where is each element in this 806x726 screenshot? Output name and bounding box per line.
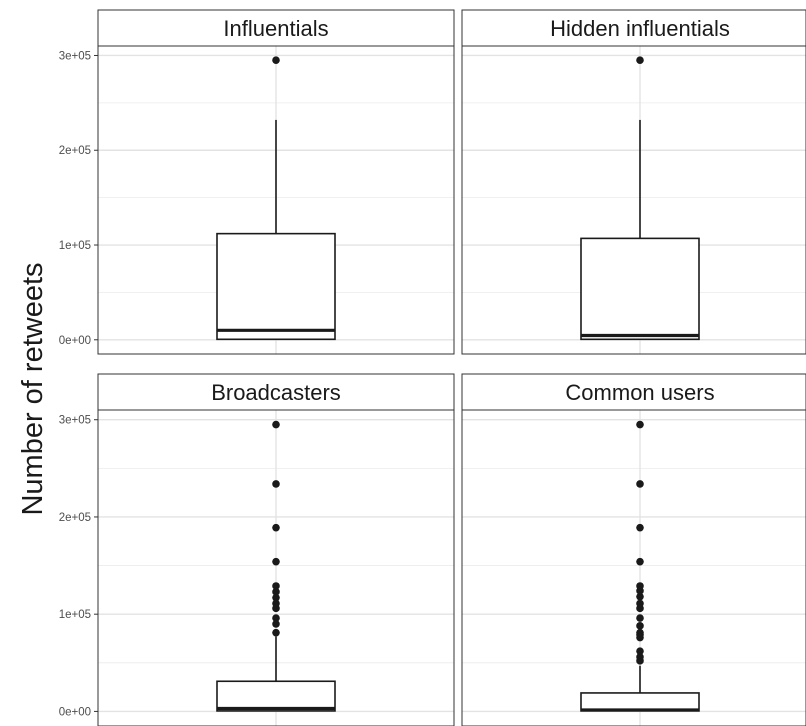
outlier-point: [636, 523, 644, 532]
iqr-box: [216, 232, 336, 341]
outlier-point: [272, 628, 280, 637]
outlier-point: [636, 582, 644, 590]
y-tick-label: 1e+05: [59, 240, 91, 252]
outlier-point: [272, 593, 280, 602]
facet-title: Broadcasters: [211, 380, 341, 405]
y-tick-label: 2e+05: [59, 145, 91, 157]
outlier-point: [636, 622, 644, 630]
iqr-box: [580, 237, 700, 341]
outlier-point: [636, 599, 644, 608]
outlier-point: [272, 557, 280, 566]
facet-title: Common users: [565, 380, 714, 405]
y-tick-label: 0e+00: [59, 335, 91, 347]
facet-panel: Hidden influentials: [461, 9, 806, 355]
facet-panel: Influentials 0e+00 1e+05 2e+05 3e+05: [59, 9, 455, 355]
iqr-box: [580, 692, 700, 712]
outlier-point: [636, 614, 644, 622]
panel-border: [97, 409, 455, 726]
y-tick-label: 2e+05: [59, 512, 91, 524]
plot-area: [462, 46, 806, 354]
panel-border: [461, 45, 806, 355]
facet-title: Hidden influentials: [550, 16, 730, 41]
facet-panels: Influentials 0e+00 1e+05 2e+05 3e+05 Hidden i…: [59, 9, 806, 726]
facet-strip: [97, 9, 455, 47]
outlier-point: [272, 620, 280, 628]
y-tick-label: 3e+05: [59, 415, 91, 427]
y-tick-label: 3e+05: [59, 50, 91, 62]
outlier-point: [272, 56, 280, 65]
outlier-point: [636, 480, 644, 488]
outlier-point: [636, 628, 644, 637]
facet-strip: [461, 373, 806, 411]
outlier-point: [272, 480, 280, 488]
facet-panel: Broadcasters 0e+00 1e+05 2e+05 3e+05: [59, 373, 455, 726]
plot-area: [98, 410, 454, 726]
outlier-point: [636, 653, 644, 661]
outlier-point: [272, 588, 280, 596]
plot-area: [462, 410, 806, 726]
outlier-point: [272, 523, 280, 532]
outlier-point: [636, 592, 644, 601]
outlier-point: [636, 420, 644, 429]
panel-border: [97, 45, 455, 355]
outlier-point: [272, 614, 280, 622]
outlier-point: [272, 420, 280, 429]
outlier-point: [272, 599, 280, 608]
outlier-point: [636, 56, 644, 65]
facet-panel: Common users: [461, 373, 806, 726]
plot-area: [98, 46, 454, 354]
panel-border: [461, 409, 806, 726]
y-tick-label: 0e+00: [59, 706, 91, 718]
facet-title: Influentials: [223, 16, 328, 41]
outlier-point: [636, 557, 644, 566]
outlier-point: [272, 582, 280, 590]
y-axis-title: Number of retweets: [17, 262, 49, 515]
outlier-point: [636, 647, 644, 655]
iqr-box: [216, 680, 336, 712]
y-tick-label: 1e+05: [59, 609, 91, 621]
